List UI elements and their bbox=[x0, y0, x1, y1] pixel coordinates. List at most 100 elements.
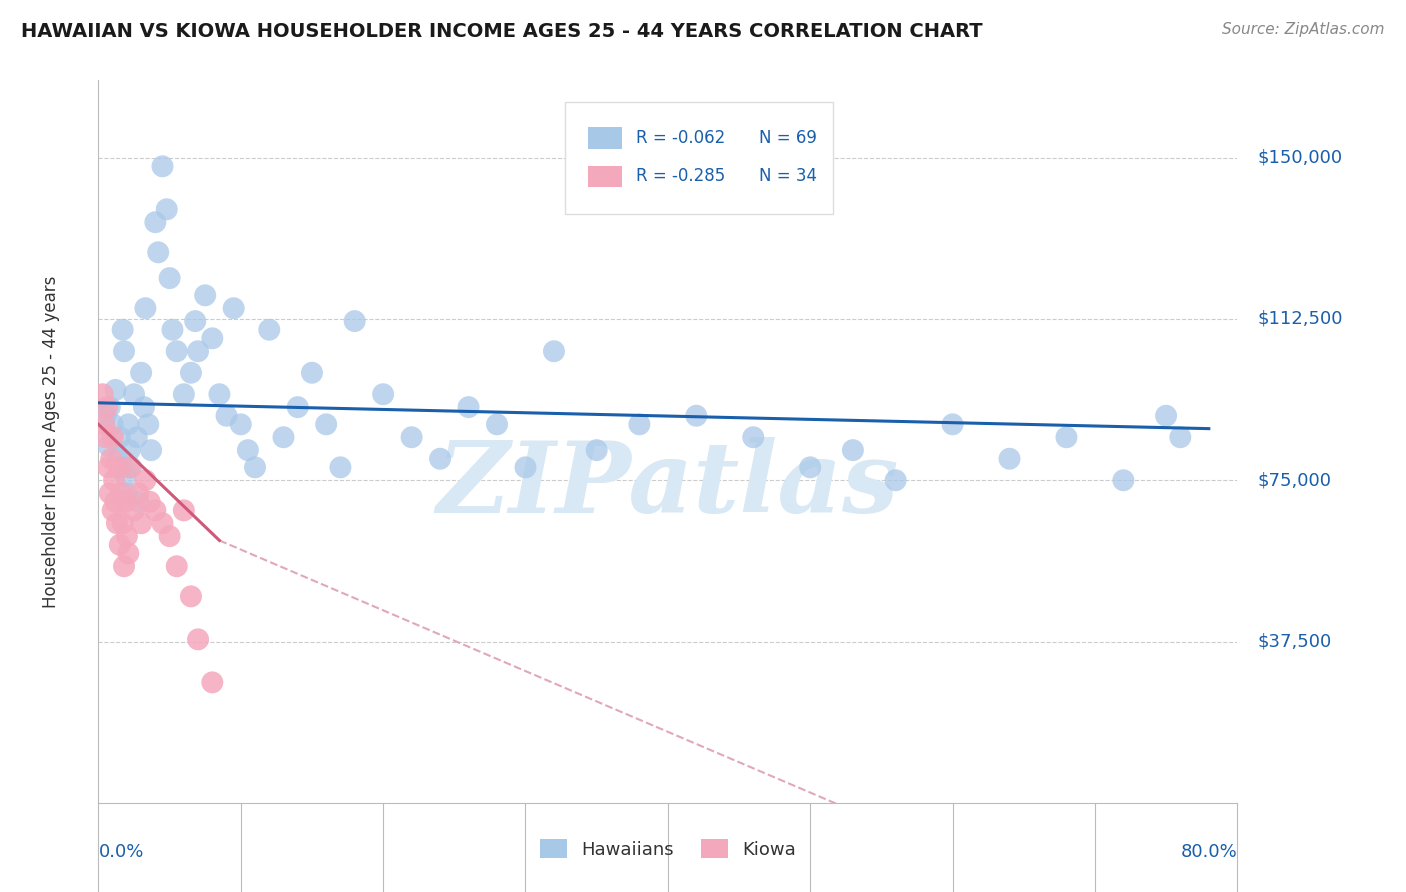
Point bbox=[134, 473, 156, 487]
Text: R = -0.062: R = -0.062 bbox=[636, 129, 725, 147]
Point bbox=[180, 366, 202, 380]
Point bbox=[685, 409, 707, 423]
Point bbox=[94, 430, 117, 444]
Point bbox=[148, 245, 170, 260]
Point bbox=[136, 417, 159, 432]
Point bbox=[1056, 430, 1078, 444]
Point bbox=[97, 439, 120, 453]
Point bbox=[96, 400, 118, 414]
Text: R = -0.285: R = -0.285 bbox=[636, 168, 725, 186]
Point bbox=[942, 417, 965, 432]
Point bbox=[208, 387, 231, 401]
Point bbox=[842, 443, 865, 458]
Point bbox=[229, 417, 252, 432]
Point bbox=[103, 473, 125, 487]
Text: 0.0%: 0.0% bbox=[98, 843, 143, 861]
Point bbox=[115, 486, 138, 500]
Point bbox=[145, 503, 167, 517]
Point bbox=[127, 486, 149, 500]
Point bbox=[110, 460, 132, 475]
Point bbox=[373, 387, 395, 401]
Point bbox=[101, 430, 124, 444]
Point bbox=[105, 451, 128, 466]
Point bbox=[884, 473, 907, 487]
Point bbox=[107, 460, 129, 475]
Point bbox=[184, 314, 207, 328]
Point bbox=[125, 430, 148, 444]
Point bbox=[118, 460, 141, 475]
Text: HAWAIIAN VS KIOWA HOUSEHOLDER INCOME AGES 25 - 44 YEARS CORRELATION CHART: HAWAIIAN VS KIOWA HOUSEHOLDER INCOME AGE… bbox=[21, 22, 983, 41]
Point bbox=[98, 486, 121, 500]
Text: $150,000: $150,000 bbox=[1258, 149, 1343, 167]
Point bbox=[799, 460, 821, 475]
Point bbox=[201, 675, 224, 690]
Point bbox=[114, 494, 136, 508]
Point bbox=[122, 503, 145, 517]
Point bbox=[236, 443, 259, 458]
FancyBboxPatch shape bbox=[565, 102, 832, 214]
Point bbox=[194, 288, 217, 302]
Point bbox=[122, 387, 145, 401]
Text: $112,500: $112,500 bbox=[1258, 310, 1343, 328]
Point bbox=[159, 271, 181, 285]
Point bbox=[127, 494, 149, 508]
Point bbox=[139, 443, 162, 458]
Text: 80.0%: 80.0% bbox=[1181, 843, 1237, 861]
Point bbox=[329, 460, 352, 475]
Point bbox=[100, 451, 122, 466]
Point bbox=[152, 516, 174, 531]
Point bbox=[101, 417, 124, 432]
Text: N = 34: N = 34 bbox=[759, 168, 817, 186]
Point bbox=[259, 323, 281, 337]
Point bbox=[152, 159, 174, 173]
Point bbox=[110, 486, 132, 500]
Point bbox=[97, 460, 120, 475]
Text: $75,000: $75,000 bbox=[1258, 471, 1331, 489]
Point bbox=[111, 323, 134, 337]
Point bbox=[129, 516, 152, 531]
Point bbox=[129, 366, 152, 380]
Point bbox=[173, 503, 195, 517]
Point bbox=[132, 400, 155, 414]
Bar bbox=[588, 128, 623, 149]
Point bbox=[111, 516, 134, 531]
Point bbox=[429, 451, 451, 466]
Point bbox=[104, 383, 127, 397]
Point bbox=[145, 215, 167, 229]
Point bbox=[543, 344, 565, 359]
Point bbox=[215, 409, 238, 423]
Point bbox=[998, 451, 1021, 466]
Point bbox=[315, 417, 337, 432]
Point bbox=[108, 430, 131, 444]
Point bbox=[401, 430, 423, 444]
Point bbox=[1112, 473, 1135, 487]
Text: $37,500: $37,500 bbox=[1258, 632, 1331, 650]
Point bbox=[201, 331, 224, 345]
Point bbox=[486, 417, 509, 432]
Point bbox=[243, 460, 266, 475]
Point bbox=[94, 409, 117, 423]
Point bbox=[628, 417, 651, 432]
Point bbox=[104, 494, 127, 508]
Point bbox=[156, 202, 179, 217]
Point bbox=[105, 516, 128, 531]
Point bbox=[112, 344, 135, 359]
Point bbox=[117, 417, 139, 432]
Point bbox=[222, 301, 245, 316]
Point bbox=[93, 417, 115, 432]
Point bbox=[98, 400, 121, 414]
Point bbox=[287, 400, 309, 414]
Point bbox=[166, 344, 188, 359]
Text: Source: ZipAtlas.com: Source: ZipAtlas.com bbox=[1222, 22, 1385, 37]
Text: Householder Income Ages 25 - 44 years: Householder Income Ages 25 - 44 years bbox=[42, 276, 59, 607]
Point bbox=[101, 503, 124, 517]
Point bbox=[1154, 409, 1177, 423]
Point bbox=[120, 460, 142, 475]
Point bbox=[173, 387, 195, 401]
Point bbox=[343, 314, 366, 328]
Point bbox=[187, 632, 209, 647]
Point bbox=[134, 301, 156, 316]
Point bbox=[159, 529, 181, 543]
Point bbox=[114, 469, 136, 483]
Bar bbox=[588, 166, 623, 187]
